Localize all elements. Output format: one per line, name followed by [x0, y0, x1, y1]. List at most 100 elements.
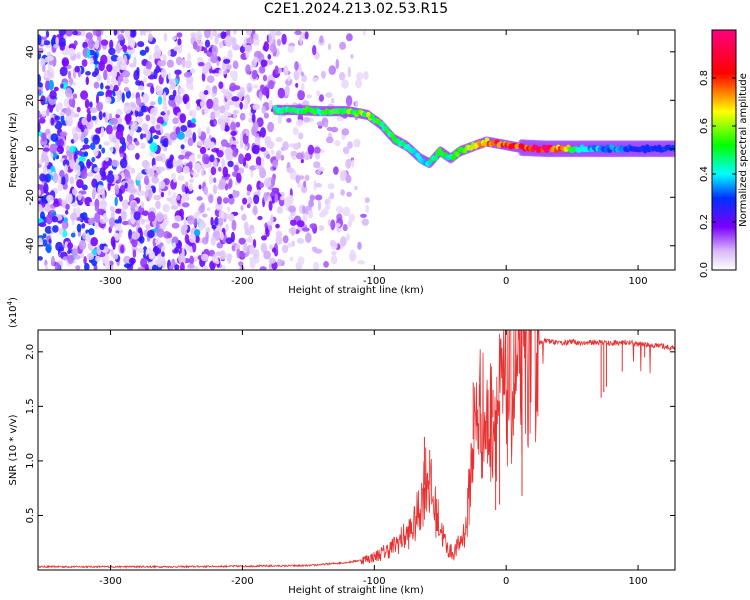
noise-mark [157, 261, 163, 268]
noise-mark [218, 41, 224, 49]
noise-mark [140, 218, 145, 225]
noise-mark [116, 110, 124, 116]
noise-mark [120, 30, 125, 34]
noise-mark [254, 164, 261, 169]
noise-mark [78, 239, 87, 251]
noise-mark [89, 57, 94, 65]
noise-mark [106, 64, 113, 73]
noise-mark [177, 43, 183, 54]
noise-mark [41, 39, 45, 45]
noise-mark [38, 189, 41, 196]
noise-mark [294, 61, 299, 71]
noise-mark [125, 90, 131, 99]
noise-mark [118, 229, 122, 239]
noise-mark [92, 189, 96, 200]
noise-mark [216, 60, 220, 67]
noise-mark [161, 251, 165, 257]
colorbar-ticks: 0.0 0.2 0.4 0.6 0.8 [699, 70, 736, 278]
noise-mark [134, 206, 139, 212]
noise-mark [195, 106, 201, 111]
noise-mark [252, 30, 256, 33]
noise-mark [305, 232, 312, 243]
noise-mark [238, 237, 246, 245]
noise-mark [228, 213, 235, 222]
noise-mark [303, 180, 307, 188]
noise-mark [149, 101, 156, 106]
noise-mark [268, 244, 274, 250]
noise-mark [277, 87, 285, 99]
noise-mark [245, 30, 252, 36]
noise-mark [123, 87, 130, 92]
noise-mark [172, 158, 177, 168]
noise-mark [225, 223, 229, 232]
noise-mark [325, 136, 334, 144]
noise-mark [340, 189, 345, 196]
noise-mark [275, 235, 283, 245]
noise-mark [38, 256, 43, 261]
noise-mark [69, 212, 78, 221]
noise-mark [133, 69, 140, 81]
y-tick-label: 0 [25, 146, 36, 152]
noise-mark [48, 60, 54, 66]
noise-mark [302, 213, 308, 223]
noise-mark [219, 178, 227, 188]
noise-mark [222, 197, 229, 204]
noise-mark [192, 132, 197, 143]
noise-mark [342, 146, 350, 155]
noise-mark [129, 38, 136, 48]
noise-mark [216, 242, 224, 249]
noise-mark [48, 79, 54, 91]
noise-mark [210, 111, 216, 121]
noise-mark [321, 208, 329, 216]
noise-mark [135, 80, 141, 86]
chart-title: C2E1.2024.213.02.53.R15 [263, 1, 449, 17]
noise-mark [74, 65, 80, 73]
noise-mark [313, 161, 321, 169]
y-tick-label: -20 [25, 189, 36, 205]
noise-mark [150, 114, 156, 126]
noise-mark [295, 82, 299, 88]
noise-mark [100, 174, 107, 181]
noise-mark [260, 127, 266, 138]
noise-mark [45, 30, 50, 38]
noise-mark [203, 47, 208, 54]
noise-mark [231, 37, 237, 48]
noise-mark [208, 194, 214, 204]
noise-mark [58, 30, 67, 36]
noise-mark [76, 217, 82, 221]
noise-mark [252, 103, 261, 111]
noise-mark [272, 159, 279, 168]
noise-mark [268, 200, 273, 211]
noise-mark [213, 120, 217, 126]
colorbar-tick-label: 0.4 [699, 166, 710, 182]
noise-mark [296, 237, 305, 244]
noise-mark [131, 92, 135, 99]
noise-mark [181, 58, 186, 69]
noise-mark [86, 48, 91, 59]
noise-mark [178, 154, 185, 160]
noise-mark [346, 233, 350, 241]
noise-mark [145, 46, 150, 53]
noise-mark [172, 89, 177, 97]
noise-mark [327, 219, 331, 227]
noise-mark [86, 161, 93, 167]
noise-mark [301, 185, 308, 194]
noise-mark [263, 112, 269, 119]
noise-mark [218, 69, 222, 76]
noise-mark [350, 54, 354, 59]
noise-mark [257, 215, 263, 221]
noise-mark [72, 188, 78, 196]
noise-mark [162, 203, 170, 213]
noise-mark [287, 242, 292, 248]
noise-mark [360, 213, 367, 218]
colorbar-tick-label: 0.2 [699, 214, 710, 230]
noise-mark [223, 213, 230, 220]
noise-mark [153, 135, 159, 140]
noise-mark [204, 39, 211, 48]
noise-mark [49, 143, 58, 154]
x-tick-label: 100 [629, 576, 648, 587]
noise-mark [226, 64, 232, 70]
noise-mark [136, 218, 141, 229]
